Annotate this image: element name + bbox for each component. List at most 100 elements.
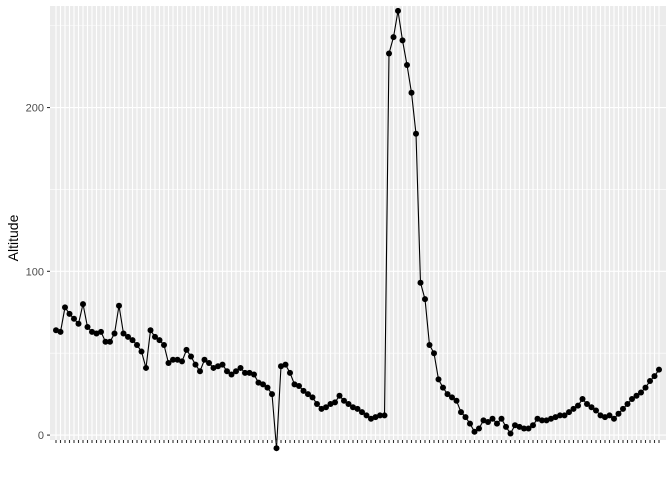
data-point (161, 342, 167, 349)
data-point (507, 430, 514, 437)
data-point (291, 381, 298, 388)
data-point (273, 445, 280, 452)
data-point (642, 384, 649, 391)
data-point (111, 330, 118, 337)
data-point (282, 361, 289, 368)
data-point (656, 366, 662, 373)
data-point (62, 304, 68, 311)
data-point (638, 389, 644, 396)
data-point (201, 356, 208, 363)
data-point (557, 412, 563, 419)
data-point (305, 391, 311, 398)
data-point (188, 353, 194, 360)
data-point (561, 412, 568, 419)
data-point (215, 363, 221, 370)
data-point (458, 409, 464, 416)
data-point (606, 412, 613, 419)
data-point (125, 333, 131, 340)
data-point (651, 373, 658, 380)
data-point (408, 89, 415, 96)
data-point (318, 405, 325, 412)
data-point (251, 371, 257, 378)
data-point (309, 394, 316, 401)
data-point (350, 404, 356, 411)
data-point (53, 327, 59, 334)
data-point (435, 376, 442, 383)
data-point (422, 296, 428, 303)
data-point (152, 333, 158, 340)
altitude-points (53, 7, 662, 452)
data-point (467, 420, 473, 427)
data-point (602, 414, 608, 421)
data-point (116, 302, 122, 309)
data-point (516, 423, 523, 430)
data-point (363, 412, 370, 419)
data-point (224, 368, 230, 375)
data-point (629, 396, 635, 403)
data-point (206, 360, 212, 367)
data-point (386, 50, 392, 57)
data-point (521, 425, 527, 432)
data-point (489, 415, 496, 422)
data-point (255, 379, 262, 386)
data-point (575, 402, 581, 409)
data-point (633, 392, 640, 399)
data-point (620, 405, 626, 412)
data-point (134, 342, 140, 349)
data-point (129, 337, 136, 344)
data-point (476, 425, 482, 432)
data-point (323, 404, 329, 411)
y-tick-label: 0 (38, 430, 44, 442)
data-point (372, 414, 379, 421)
data-point (395, 7, 401, 14)
x-axis (55, 440, 660, 443)
data-point (399, 37, 406, 44)
data-point (102, 338, 109, 345)
data-point (597, 412, 604, 419)
data-point (615, 410, 622, 417)
data-point (260, 381, 266, 388)
data-point (287, 369, 293, 376)
data-point (566, 409, 572, 416)
data-point (624, 400, 631, 407)
data-point (71, 315, 77, 322)
data-point (219, 361, 226, 368)
data-point (471, 428, 478, 435)
data-point (228, 371, 235, 378)
data-point (413, 130, 419, 137)
data-point (75, 320, 82, 327)
data-point (237, 364, 244, 371)
data-point (197, 368, 203, 375)
data-point (354, 405, 361, 412)
data-point (80, 301, 86, 308)
data-point (314, 400, 320, 407)
data-point (147, 327, 154, 334)
data-point (444, 391, 451, 398)
data-point (93, 330, 100, 337)
data-point (296, 382, 302, 389)
data-point (431, 350, 437, 357)
data-point (345, 400, 352, 407)
data-point (543, 417, 550, 424)
data-point (512, 422, 518, 429)
data-point (183, 346, 190, 353)
data-point (647, 378, 653, 385)
y-tick-label: 100 (26, 266, 44, 278)
data-point (498, 415, 505, 422)
data-point (588, 404, 595, 411)
data-point (579, 396, 586, 403)
data-point (462, 414, 469, 421)
data-point (300, 387, 307, 394)
data-point (480, 417, 487, 424)
data-point (336, 392, 343, 399)
data-point (165, 360, 172, 367)
data-point (530, 422, 536, 429)
data-point (84, 323, 91, 330)
data-point (138, 348, 145, 355)
data-point (210, 364, 217, 371)
data-point (242, 369, 248, 376)
data-point (170, 356, 176, 363)
data-point (98, 328, 104, 335)
data-point (107, 338, 113, 345)
